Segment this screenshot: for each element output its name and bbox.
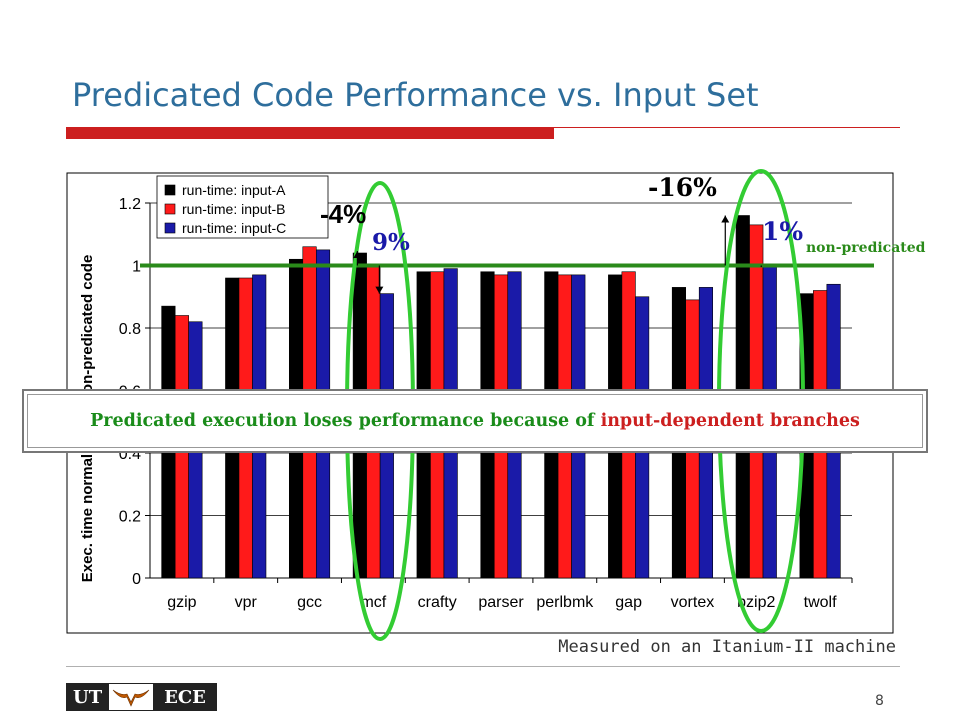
annotation-bzip2-a: -16%	[648, 173, 717, 202]
page-number: 8	[875, 693, 884, 709]
y-tick-label: 0	[132, 571, 141, 588]
slide-title: Predicated Code Performance vs. Input Se…	[72, 76, 759, 114]
legend-entry: run-time: input-A	[182, 182, 286, 198]
y-tick-label: 0.2	[119, 509, 141, 526]
legend-swatch	[164, 184, 176, 196]
x-tick-label: vortex	[671, 594, 715, 611]
legend-swatch	[164, 203, 176, 215]
legend-entry: run-time: input-B	[182, 201, 285, 217]
callout-text: Predicated execution loses performance b…	[27, 394, 923, 448]
annotation-bzip2-c: 1%	[762, 217, 803, 246]
logo-ece-text: ECE	[154, 684, 216, 710]
longhorn-icon	[108, 684, 155, 710]
x-tick-label: vpr	[235, 594, 258, 611]
x-tick-label: perlbmk	[536, 594, 594, 611]
x-tick-label: twolf	[804, 594, 837, 611]
x-tick-label: gcc	[297, 594, 322, 611]
callout-text-main: Predicated execution loses performance b…	[90, 411, 595, 431]
baseline-label: non-predicated	[806, 240, 926, 256]
callout-text-emphasis: input-dependent branches	[600, 411, 860, 431]
y-tick-label: 1.2	[119, 196, 141, 213]
y-tick-label: 0.8	[119, 321, 141, 338]
ut-ece-logo: UT ECE	[66, 683, 217, 711]
title-accent-bar	[66, 127, 554, 139]
logo-ut-text: UT	[67, 684, 109, 710]
legend-entry: run-time: input-C	[182, 220, 286, 236]
x-tick-label: crafty	[418, 594, 457, 611]
annotation-mcf-c: 9%	[372, 229, 410, 256]
x-tick-label: mcf	[360, 594, 386, 611]
title-accent-line	[554, 127, 900, 128]
footer-divider	[66, 666, 900, 667]
arrow-mcf-c-head	[375, 286, 384, 294]
measurement-caption: Measured on an Itanium-II machine	[558, 637, 896, 657]
x-tick-label: bzip2	[737, 594, 775, 611]
y-tick-label: 1	[132, 259, 141, 276]
callout-box: Predicated execution loses performance b…	[22, 389, 928, 453]
x-tick-label: gap	[615, 594, 642, 611]
legend-box	[156, 175, 329, 239]
arrow-mcf-a-head	[353, 251, 362, 258]
x-tick-label: gzip	[167, 594, 196, 611]
arrow-bzip2-a-head	[721, 215, 730, 223]
legend-swatch	[164, 222, 176, 234]
x-tick-label: parser	[478, 594, 524, 611]
annotation-mcf-a: -4%	[320, 199, 366, 229]
